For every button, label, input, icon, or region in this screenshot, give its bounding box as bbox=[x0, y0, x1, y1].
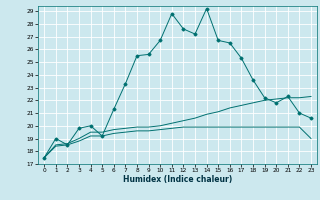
X-axis label: Humidex (Indice chaleur): Humidex (Indice chaleur) bbox=[123, 175, 232, 184]
